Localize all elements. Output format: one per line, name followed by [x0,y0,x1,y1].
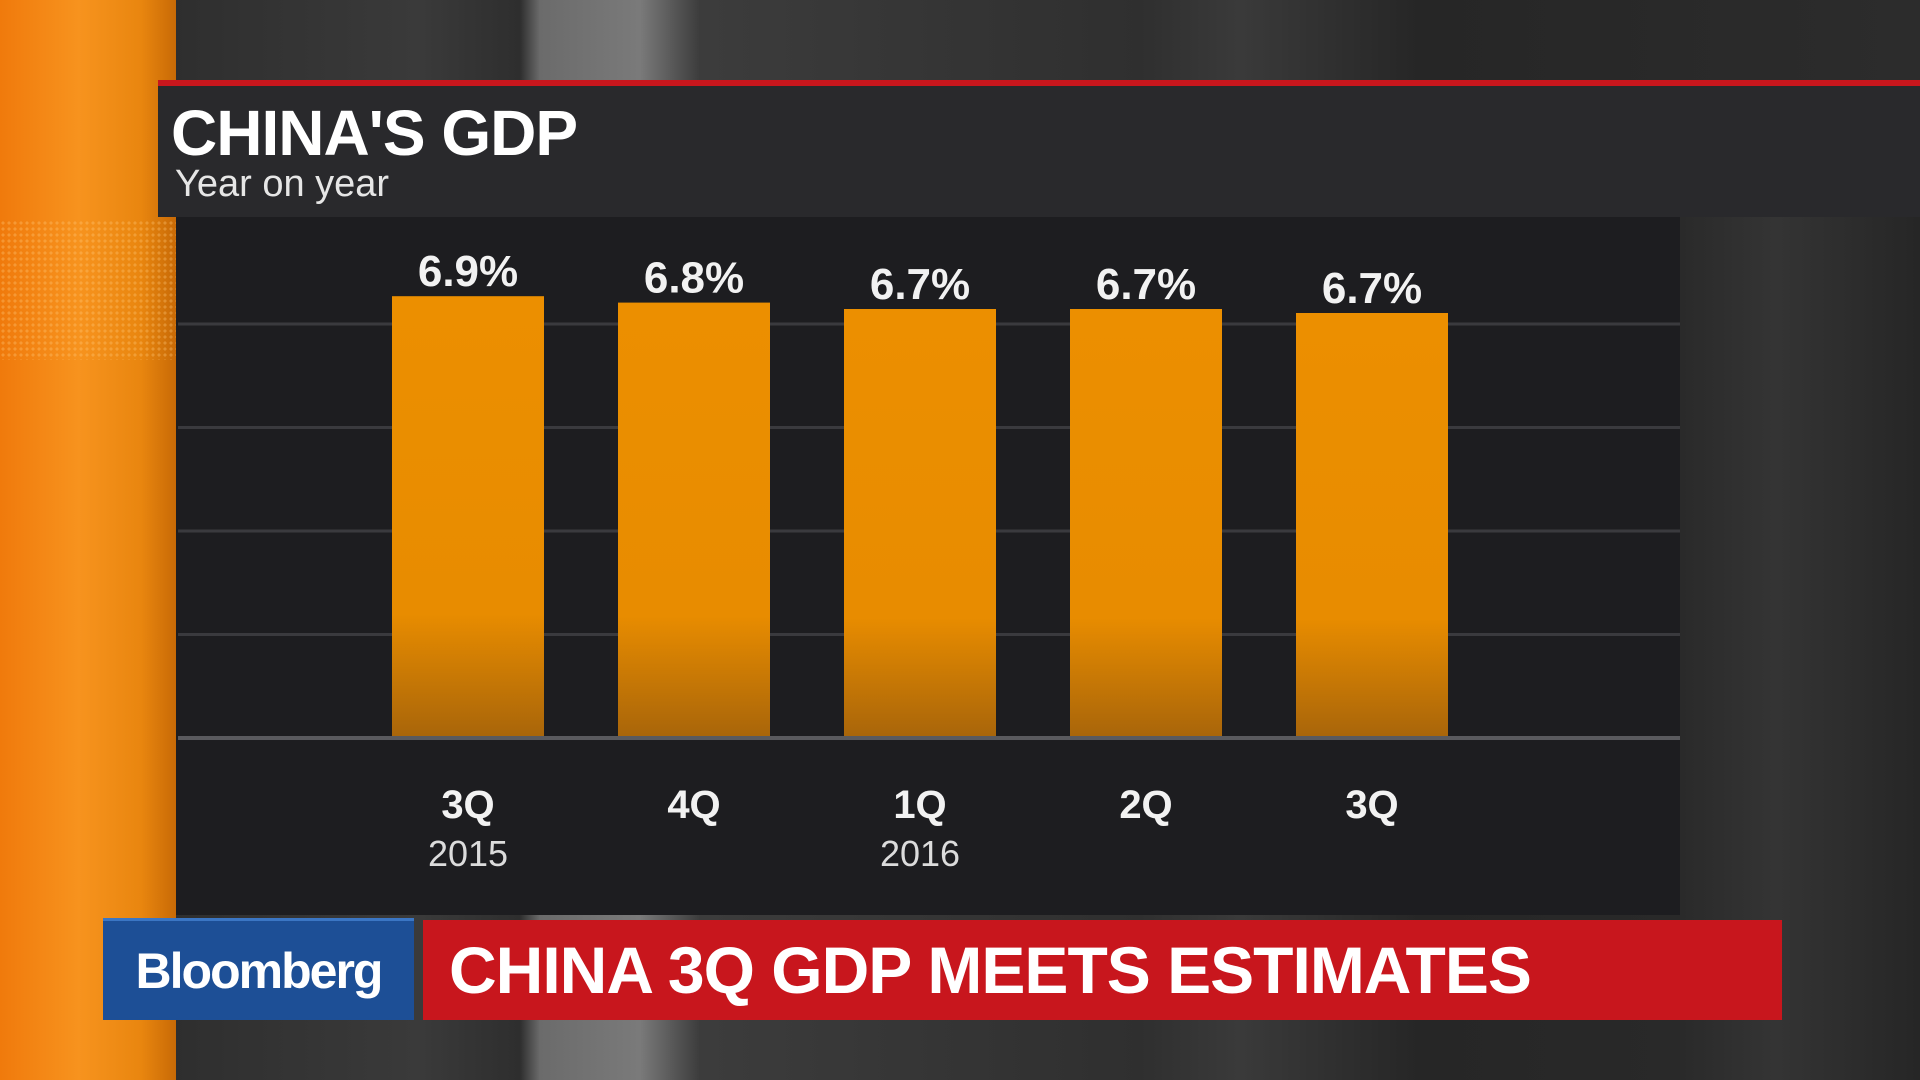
bar [1070,309,1222,738]
headline-box: CHINA 3Q GDP MEETS ESTIMATES [423,920,1782,1020]
data-label: 6.8% [644,254,744,303]
data-label: 6.7% [1096,260,1196,309]
data-label: 6.9% [418,247,518,296]
orange-side-panel [0,0,176,1080]
x-year-label: 2015 [428,833,508,874]
x-year-label: 2016 [880,833,960,874]
orange-dot-pattern [0,220,176,360]
chart-subtitle: Year on year [175,163,390,205]
bloomberg-logo: Bloomberg [135,942,384,999]
chart-title: CHINA'S GDP [171,97,578,169]
bar [618,302,770,738]
x-tick-label: 3Q [441,783,494,827]
data-label: 6.7% [1322,264,1422,313]
lower-third: Bloomberg CHINA 3Q GDP MEETS ESTIMATES [103,918,1782,1020]
data-label: 6.7% [870,260,970,309]
chart-header-bar [158,80,1920,217]
bar [1296,313,1448,738]
x-tick-label: 3Q [1345,783,1398,827]
x-tick-label: 2Q [1119,783,1172,827]
bar [844,309,996,738]
headline-text: CHINA 3Q GDP MEETS ESTIMATES [449,933,1532,1007]
bars [392,296,1448,738]
bloomberg-logo-box: Bloomberg [103,918,414,1020]
data-labels: 6.9% 6.8% 6.7% 6.7% 6.7% [418,247,1422,313]
x-tick-label: 1Q [893,783,946,827]
x-axis: 3Q 2015 4Q 1Q 2016 2Q 3Q [178,736,1680,874]
x-tick-label: 4Q [667,783,720,827]
bar [392,296,544,738]
